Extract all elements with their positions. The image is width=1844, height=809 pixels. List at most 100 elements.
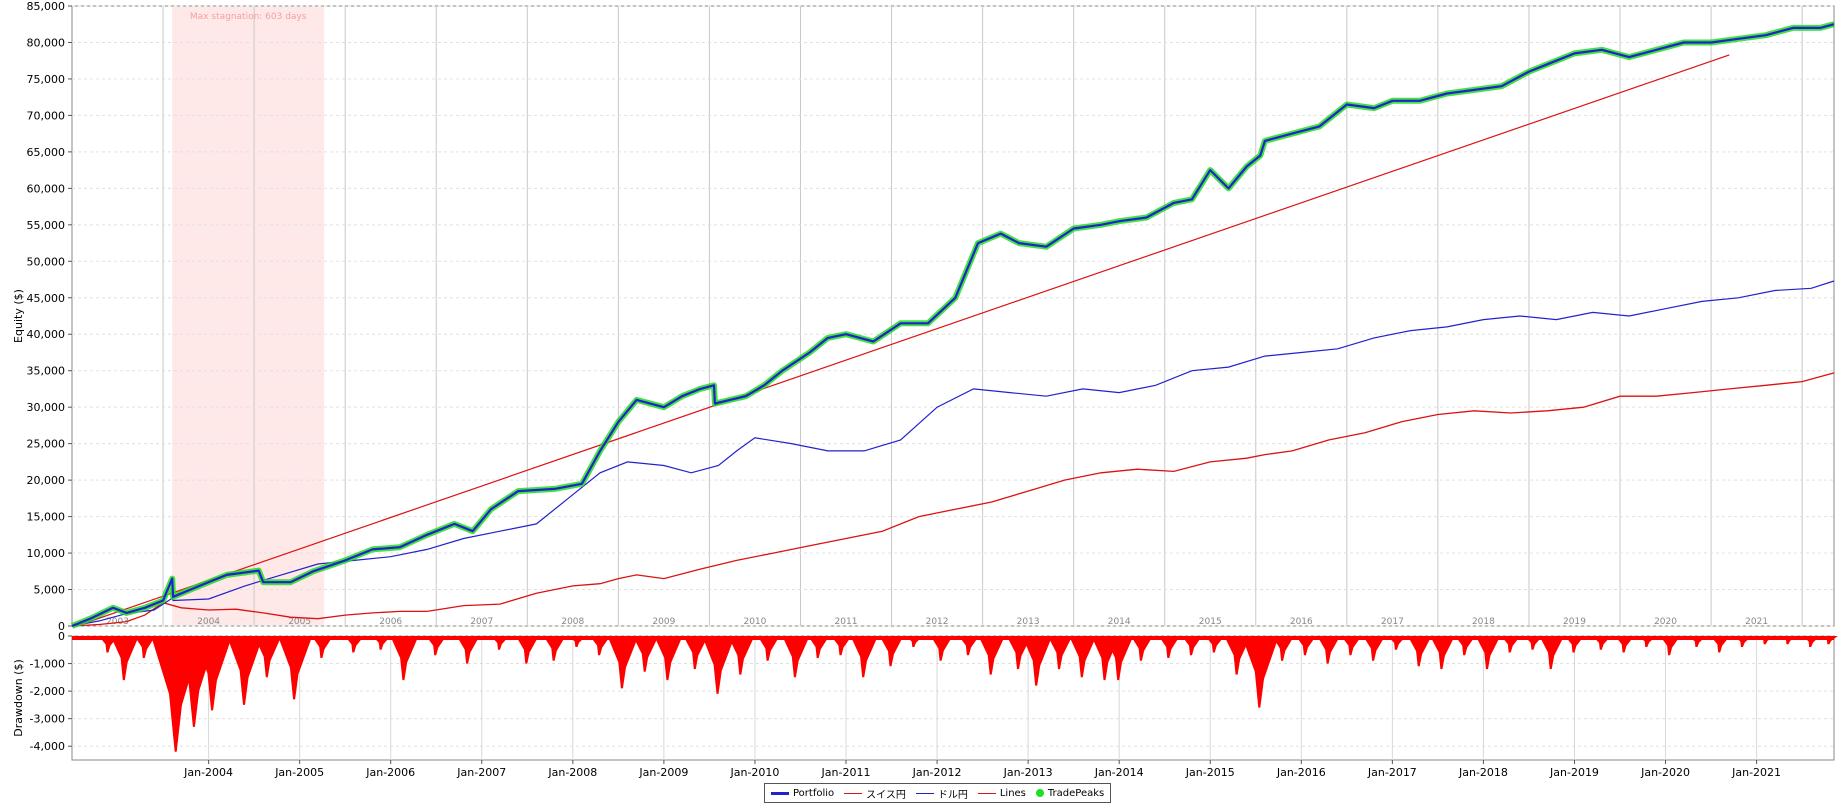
drawdown-dip: [1105, 636, 1134, 681]
equity-ytick-label: 20,000: [27, 474, 66, 487]
equity-ytick-label: 85,000: [27, 0, 66, 13]
drawdown-xtick-label: Jan-2013: [1003, 766, 1053, 779]
legend-item-portfolio[interactable]: Portfolio: [771, 788, 834, 799]
drawdown-dip: [683, 636, 709, 670]
equity-ytick-label: 35,000: [27, 365, 66, 378]
drawdown-xtick-label: Jan-2017: [1367, 766, 1417, 779]
equity-ytick-label: 15,000: [27, 511, 66, 524]
legend-label: Portfolio: [793, 787, 835, 799]
drawdown-dip: [1069, 636, 1097, 678]
drawdown-dip: [1158, 636, 1180, 658]
drawdown-xtick-label: Jan-2015: [1185, 766, 1235, 779]
drawdown-dip: [254, 636, 282, 678]
series-portfolio: [71, 23, 1835, 628]
drawdown-xtick-label: Jan-2020: [1640, 766, 1690, 779]
legend-item-lines[interactable]: Lines: [977, 787, 1026, 799]
equity-ytick-label: 55,000: [27, 219, 66, 232]
drawdown-xtick-label: Jan-2019: [1549, 766, 1599, 779]
drawdown-dip: [1564, 636, 1585, 653]
legend-label: スイス円: [866, 789, 906, 801]
drawdown-dip: [831, 636, 852, 656]
drawdown-dip: [607, 636, 639, 689]
legend-swatch: [977, 792, 996, 794]
stagnation-band: [172, 7, 325, 625]
drawdown-xtick-label: Jan-2009: [638, 766, 688, 779]
drawdown-dip: [1224, 636, 1251, 675]
year-label: 2010: [743, 617, 766, 627]
drawdown-dip: [1317, 636, 1341, 664]
drawdown-dip: [1614, 636, 1635, 653]
drawdown-xtick-label: Jan-2006: [365, 766, 415, 779]
drawdown-dip: [850, 636, 878, 678]
drawdown-dip: [110, 636, 139, 681]
drawdown-ytick-label: -4,000: [30, 740, 65, 753]
drawdown-dip: [702, 636, 735, 694]
year-label: 2012: [926, 617, 949, 627]
drawdown-dip: [1205, 636, 1225, 653]
year-label: 2014: [1108, 617, 1131, 627]
equity-plot-area: [71, 5, 1835, 627]
legend-item-swiss-yen[interactable]: スイス円: [844, 786, 906, 801]
drawdown-xtick-label: Jan-2008: [547, 766, 597, 779]
drawdown-dip: [958, 636, 979, 656]
drawdown-dip: [930, 636, 953, 661]
drawdown-xtick-label: Jan-2004: [183, 766, 233, 779]
drawdown-dip: [344, 636, 364, 653]
drawdown-xtick-label: Jan-2007: [456, 766, 506, 779]
drawdown-dip: [978, 636, 1005, 675]
year-label: 2019: [1563, 617, 1586, 627]
drawdown-dip: [456, 636, 480, 664]
drawdown-dip: [194, 636, 233, 711]
drawdown-dip: [134, 636, 156, 658]
legend-swatch: [771, 791, 789, 795]
equity-ytick-label: 70,000: [27, 109, 66, 122]
legend-item-dollar-yen[interactable]: ドル円: [915, 786, 968, 801]
drawdown-dip: [226, 636, 264, 705]
equity-ytick-label: 25,000: [27, 438, 66, 451]
equity-axis-label: Equity ($): [12, 289, 25, 343]
drawdown-dip: [1660, 636, 1681, 656]
drawdown-dip: [426, 636, 447, 656]
equity-ytick-label: 50,000: [27, 255, 66, 268]
legend-label: TradePeaks: [1047, 787, 1105, 799]
equity-ytick-label: 30,000: [27, 401, 66, 414]
drawdown-dip: [311, 636, 333, 658]
equity-ytick-label: 45,000: [27, 292, 66, 305]
year-label: 2006: [379, 617, 402, 627]
year-label: 2016: [1290, 617, 1313, 627]
equity-ytick-label: 5,000: [34, 584, 66, 597]
equity-ytick-label: 80,000: [27, 36, 66, 49]
drawdown-xtick-label: Jan-2018: [1458, 766, 1508, 779]
drawdown-dip: [1430, 636, 1455, 670]
drawdown-xtick-label: Jan-2011: [821, 766, 871, 779]
drawdown-dip: [1407, 636, 1432, 667]
year-label: 2011: [835, 617, 858, 627]
drawdown-dip: [390, 636, 419, 681]
drawdown-xtick-label: Jan-2012: [912, 766, 962, 779]
drawdown-dip: [543, 636, 566, 661]
drawdown-dip: [1047, 636, 1073, 670]
legend-label: Lines: [999, 787, 1026, 799]
legend-item-tradepeaks[interactable]: TradePeaks: [1035, 787, 1105, 799]
drawdown-xtick-label: Jan-2021: [1731, 766, 1781, 779]
drawdown-axis-label: Drawdown ($): [12, 659, 25, 737]
drawdown-dip: [1272, 636, 1295, 661]
year-label: 2007: [470, 617, 493, 627]
equity-ytick-label: 40,000: [27, 328, 66, 341]
drawdown-dip: [1241, 636, 1279, 708]
drawdown-ytick-label: -2,000: [30, 685, 65, 698]
drawdown-dip: [1022, 636, 1053, 686]
series-swiss-yen: [71, 372, 1835, 627]
equity-ytick-label: 65,000: [27, 146, 66, 159]
drawdown-dip: [1710, 636, 1730, 653]
drawdown-dip: [1539, 636, 1564, 670]
equity-ytick-label: 75,000: [27, 73, 66, 86]
drawdown-dip: [757, 636, 780, 661]
year-label: 2017: [1381, 617, 1404, 627]
drawdown-dip: [1130, 636, 1153, 661]
legend-swatch: [915, 792, 934, 794]
drawdown-dip: [1475, 636, 1501, 670]
drawdown-ytick-label: -3,000: [30, 713, 65, 726]
